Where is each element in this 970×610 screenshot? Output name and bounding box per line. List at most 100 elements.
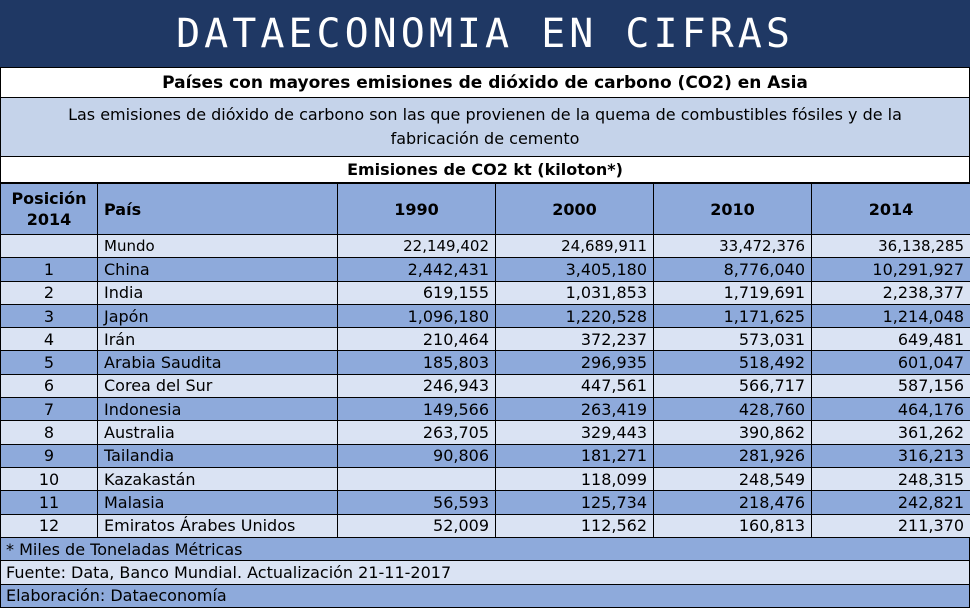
cell-2014: 649,481 xyxy=(811,327,970,352)
cell-position: 2 xyxy=(0,280,98,305)
cell-1990: 90,806 xyxy=(337,443,496,468)
cell-country: Tailandia xyxy=(97,443,338,468)
cell-2014: 1,214,048 xyxy=(811,303,970,329)
cell-position: 4 xyxy=(0,327,98,352)
cell-country: Malasia xyxy=(97,490,338,515)
table-row: 9 Tailandia 90,806 181,271 281,926 316,213 xyxy=(0,443,970,468)
cell-2000: 447,561 xyxy=(495,373,654,399)
cell-2000: 296,935 xyxy=(495,350,654,375)
cell-2000: 3,405,180 xyxy=(495,257,654,282)
cell-2010: 160,813 xyxy=(653,513,812,538)
cell-2014: 211,370 xyxy=(811,513,970,538)
table-description: Las emisiones de dióxido de carbono son … xyxy=(0,98,970,157)
table-row: 7 Indonesia 149,566 263,419 428,760 464,176 xyxy=(0,397,970,422)
cell-position: 5 xyxy=(0,350,98,375)
cell-1990: 246,943 xyxy=(337,373,496,399)
cell-2010: 566,717 xyxy=(653,373,812,399)
cell-2014: 464,176 xyxy=(811,397,970,422)
cell-1990: 52,009 xyxy=(337,513,496,538)
table-row: 5 Arabia Saudita 185,803 296,935 518,492 601,… xyxy=(0,350,970,375)
header-position-line1: Posición xyxy=(11,189,87,208)
cell-2010: 281,926 xyxy=(653,443,812,468)
table-row: 4 Irán 210,464 372,237 573,031 649,481 xyxy=(0,327,970,352)
cell-1990: 1,096,180 xyxy=(337,303,496,329)
cell-2000: 125,734 xyxy=(495,490,654,515)
table-title: Países con mayores emisiones de dióxido … xyxy=(0,68,970,98)
cell-1990 xyxy=(337,466,496,492)
cell-position: 7 xyxy=(0,397,98,422)
cell-2000: 118,099 xyxy=(495,466,654,492)
cell-country: Indonesia xyxy=(97,397,338,422)
emissions-table: Posición 2014 País 1990 2000 2010 2014 M… xyxy=(0,183,970,538)
cell-2000: 181,271 xyxy=(495,443,654,468)
cell-2000: 24,689,911 xyxy=(495,233,654,259)
cell-2014: 361,262 xyxy=(811,420,970,445)
cell-2010: 1,171,625 xyxy=(653,303,812,329)
cell-position: 8 xyxy=(0,420,98,445)
cell-2014: 10,291,927 xyxy=(811,257,970,282)
source-note: Fuente: Data, Banco Mundial. Actualizaci… xyxy=(0,561,970,585)
table-row-world: Mundo 22,149,402 24,689,911 33,472,376 36,13… xyxy=(0,233,970,259)
header-country: País xyxy=(97,183,338,235)
cell-2010: 518,492 xyxy=(653,350,812,375)
banner-title: DATAECONOMIA EN CIFRAS xyxy=(0,0,970,68)
cell-1990: 149,566 xyxy=(337,397,496,422)
cell-2010: 1,719,691 xyxy=(653,280,812,305)
cell-country: Mundo xyxy=(97,233,338,259)
cell-2014: 587,156 xyxy=(811,373,970,399)
cell-2000: 329,443 xyxy=(495,420,654,445)
header-position: Posición 2014 xyxy=(0,183,98,235)
cell-2000: 372,237 xyxy=(495,327,654,352)
cell-position: 11 xyxy=(0,490,98,515)
header-2010: 2010 xyxy=(653,183,812,235)
cell-2014: 248,315 xyxy=(811,466,970,492)
cell-country: Corea del Sur xyxy=(97,373,338,399)
cell-position: 1 xyxy=(0,257,98,282)
header-2000: 2000 xyxy=(495,183,654,235)
footnote: * Miles de Toneladas Métricas xyxy=(0,537,970,562)
cell-1990: 185,803 xyxy=(337,350,496,375)
cell-1990: 619,155 xyxy=(337,280,496,305)
cell-position: 3 xyxy=(0,303,98,329)
table-row: 2 India 619,155 1,031,853 1,719,691 2,238,377 xyxy=(0,280,970,305)
cell-1990: 22,149,402 xyxy=(337,233,496,259)
table-row: 8 Australia 263,705 329,443 390,862 361,262 xyxy=(0,420,970,445)
table-row: 12 Emiratos Árabes Unidos 52,009 112,562 160… xyxy=(0,513,970,538)
cell-2000: 1,220,528 xyxy=(495,303,654,329)
cell-country: Kazakastán xyxy=(97,466,338,492)
cell-1990: 2,442,431 xyxy=(337,257,496,282)
header-row: Posición 2014 País 1990 2000 2010 2014 xyxy=(0,183,970,235)
cell-1990: 56,593 xyxy=(337,490,496,515)
table-subheader: Emisiones de CO2 kt (kiloton*) xyxy=(0,157,970,183)
cell-2010: 390,862 xyxy=(653,420,812,445)
cell-2000: 1,031,853 xyxy=(495,280,654,305)
cell-1990: 210,464 xyxy=(337,327,496,352)
header-position-line2: 2014 xyxy=(26,210,72,229)
table-row: 3 Japón 1,096,180 1,220,528 1,171,625 1,214,0… xyxy=(0,303,970,329)
cell-2014: 601,047 xyxy=(811,350,970,375)
cell-2010: 248,549 xyxy=(653,466,812,492)
cell-position: 9 xyxy=(0,443,98,468)
cell-2000: 263,419 xyxy=(495,397,654,422)
cell-2010: 218,476 xyxy=(653,490,812,515)
table-row: 6 Corea del Sur 246,943 447,561 566,717 587,1… xyxy=(0,373,970,399)
header-1990: 1990 xyxy=(337,183,496,235)
author-note: Elaboración: Dataeconomía xyxy=(0,584,970,609)
table-row: 10 Kazakastán 118,099 248,549 248,315 xyxy=(0,466,970,492)
cell-country: Irán xyxy=(97,327,338,352)
cell-2010: 573,031 xyxy=(653,327,812,352)
cell-country: Japón xyxy=(97,303,338,329)
table-row: 11 Malasia 56,593 125,734 218,476 242,821 xyxy=(0,490,970,515)
cell-2014: 316,213 xyxy=(811,443,970,468)
cell-2010: 8,776,040 xyxy=(653,257,812,282)
cell-position: 12 xyxy=(0,513,98,538)
cell-2014: 242,821 xyxy=(811,490,970,515)
cell-country: Arabia Saudita xyxy=(97,350,338,375)
cell-position: 10 xyxy=(0,466,98,492)
cell-2010: 33,472,376 xyxy=(653,233,812,259)
cell-2000: 112,562 xyxy=(495,513,654,538)
cell-1990: 263,705 xyxy=(337,420,496,445)
cell-2014: 36,138,285 xyxy=(811,233,970,259)
cell-country: India xyxy=(97,280,338,305)
